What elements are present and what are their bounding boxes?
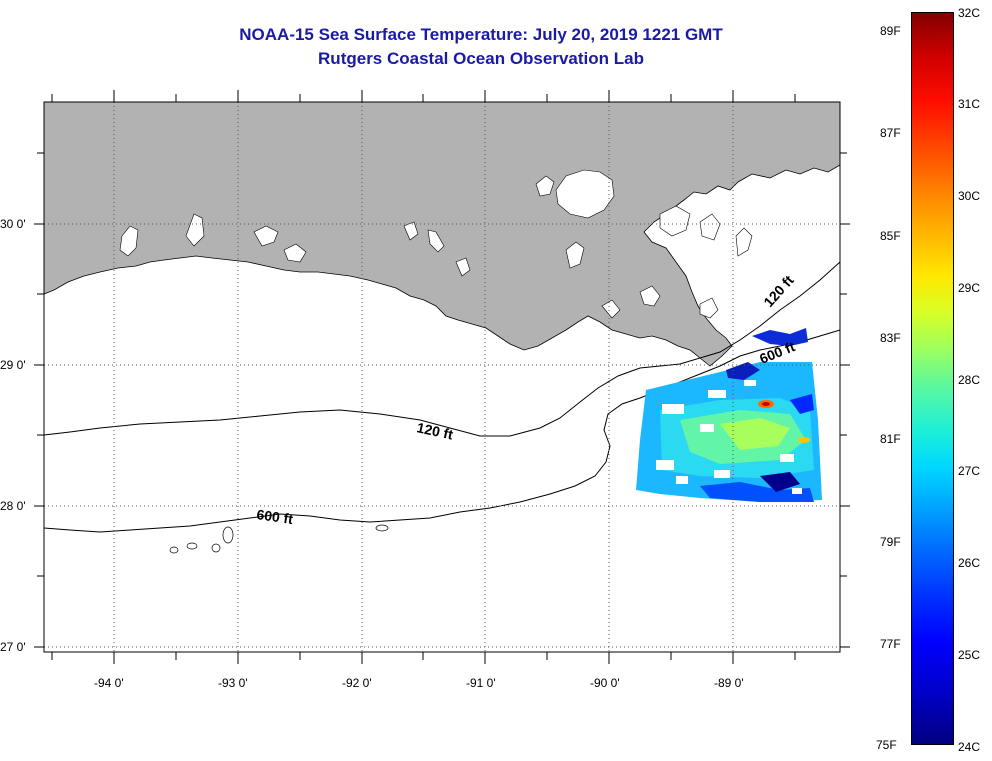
cbar-c-29: 29C — [958, 281, 981, 295]
lat-label-28: 28 0' — [0, 499, 26, 513]
lon-label-94: -94 0' — [94, 676, 124, 690]
lat-label-29: 29 0' — [0, 358, 26, 372]
lon-label-93: -93 0' — [218, 676, 248, 690]
cbar-c-27: 27C — [958, 464, 981, 478]
lon-label-92: -92 0' — [342, 676, 372, 690]
contour-label-600ft-west: 600 ft — [256, 506, 295, 527]
inland-lakes — [119, 169, 753, 319]
lon-label-89: -89 0' — [714, 676, 744, 690]
shoal-outlines — [169, 524, 389, 554]
lat-label-27: 27 0' — [0, 640, 26, 654]
map-subtitle: Rutgers Coastal Ocean Observation Lab — [318, 49, 644, 68]
cbar-f-83: 83F — [880, 331, 901, 345]
cbar-f-81: 81F — [880, 432, 901, 446]
sst-swath — [636, 328, 822, 502]
cbar-c-30: 30C — [958, 189, 981, 203]
cbar-f-85: 85F — [880, 229, 901, 243]
cbar-f-79: 79F — [880, 535, 901, 549]
land-mass — [43, 101, 841, 367]
graticule — [44, 102, 840, 652]
cbar-c-28: 28C — [958, 373, 981, 387]
contour-120ft — [43, 261, 841, 437]
cbar-c-31: 31C — [958, 97, 981, 111]
cbar-f-75: 75F — [876, 738, 897, 752]
cbar-f-77: 77F — [880, 637, 901, 651]
cbar-f-89: 89F — [880, 24, 901, 38]
lat-label-30: 30 0' — [0, 217, 26, 231]
lon-label-91: -91 0' — [466, 676, 496, 690]
map-frame — [43, 101, 841, 653]
cbar-c-26: 26C — [958, 556, 981, 570]
contour-label-120ft-west: 120 ft — [415, 419, 454, 442]
cbar-c-32: 32C — [958, 6, 981, 20]
color-scale-bar — [911, 12, 954, 745]
cbar-c-25: 25C — [958, 648, 981, 662]
lon-label-90: -90 0' — [590, 676, 620, 690]
tick-marks — [34, 90, 850, 664]
map-title: NOAA-15 Sea Surface Temperature: July 20… — [239, 25, 723, 44]
cbar-c-24: 24C — [958, 740, 981, 754]
contour-600ft — [43, 329, 841, 533]
cbar-f-87: 87F — [880, 126, 901, 140]
